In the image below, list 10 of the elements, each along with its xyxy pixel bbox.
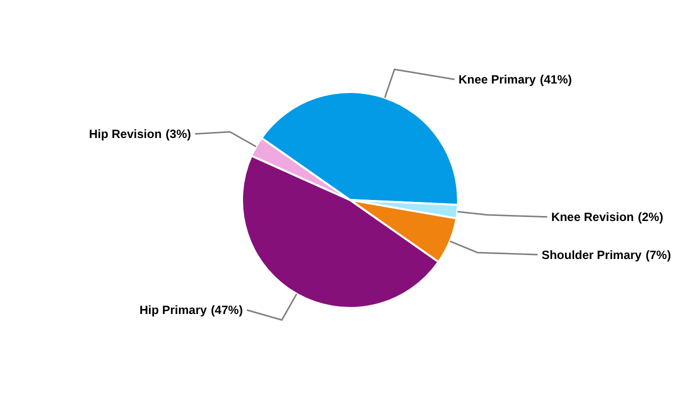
slice-label: Hip Primary: [139, 303, 208, 318]
data-label: (41%): [540, 72, 572, 87]
data-label: (3%): [166, 127, 192, 142]
slice-label: Knee Revision: [551, 210, 634, 224]
slice-label: Knee Primary: [458, 72, 536, 87]
data-label: (47%): [210, 303, 243, 318]
slice-label: Shoulder Primary: [542, 248, 642, 262]
data-label: (7%): [646, 248, 671, 262]
slice-label: Hip Revision: [88, 127, 162, 142]
data-label: (2%): [638, 210, 664, 224]
